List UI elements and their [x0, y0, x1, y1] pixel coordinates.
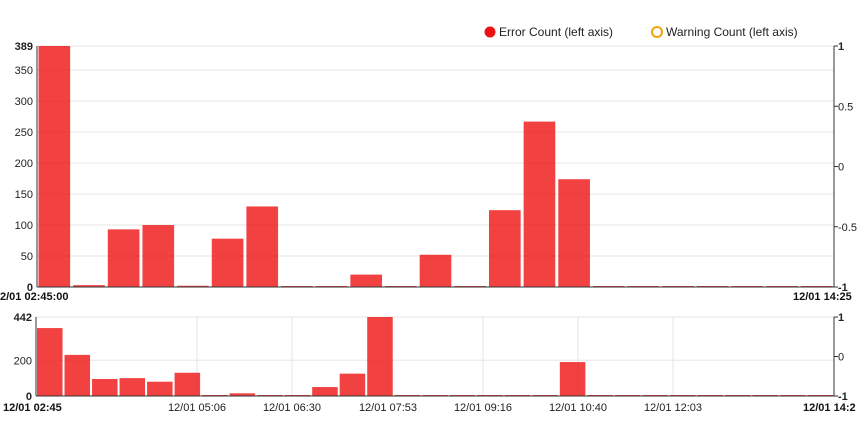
bar[interactable]	[246, 206, 279, 287]
bar[interactable]	[339, 373, 366, 396]
bar[interactable]	[312, 387, 338, 396]
bar[interactable]	[92, 379, 118, 396]
y-right-tick-label: -0.5	[838, 222, 857, 234]
main-x-end-label: 12/01 14:25	[793, 291, 852, 303]
y-right-tick-label: -1	[838, 282, 848, 294]
bar[interactable]	[523, 121, 556, 287]
main-chart: 0 50 100 150 200 250 300 350 389 -1 -0.5 0 0.5 1	[15, 41, 857, 294]
y-tick-label: 150	[15, 189, 33, 201]
bar[interactable]	[147, 381, 173, 396]
bar[interactable]	[119, 378, 146, 396]
y-tick-label: 389	[15, 41, 33, 53]
y-right-tick-label: -1	[838, 391, 848, 403]
legend[interactable]: Error Count (left axis) Warning Count (l…	[484, 25, 798, 39]
overview-x-start-label: 12/01 02:45	[3, 402, 62, 414]
x-tick-label: 12/01 07:53	[359, 402, 417, 414]
bar[interactable]	[488, 210, 521, 287]
y-tick-label: 100	[15, 220, 33, 232]
y-tick-label: 350	[15, 65, 33, 77]
y-right-tick-label: 1	[838, 41, 844, 53]
bar[interactable]	[64, 354, 91, 396]
x-tick-label: 12/01 09:16	[454, 402, 512, 414]
y-tick-label: 0	[27, 282, 33, 294]
y-tick-label: 200	[15, 158, 33, 170]
bar[interactable]	[350, 274, 383, 287]
bar[interactable]	[559, 362, 586, 396]
bar[interactable]	[558, 179, 590, 287]
main-x-start-label: 2/01 02:45:00	[0, 291, 69, 303]
y-right-tick-label: 0.5	[838, 101, 853, 113]
bar[interactable]	[73, 285, 105, 287]
y-tick-label: 442	[14, 312, 32, 324]
bar[interactable]	[177, 285, 209, 287]
legend-warning-label[interactable]: Warning Count (left axis)	[666, 25, 798, 39]
bar[interactable]	[419, 254, 452, 287]
bar[interactable]	[38, 46, 71, 287]
y-right-tick-label: 0	[838, 162, 844, 174]
y-right-tick-label: 1	[838, 312, 844, 324]
y-tick-label: 0	[26, 391, 32, 403]
bar[interactable]	[211, 238, 244, 287]
bar[interactable]	[229, 393, 256, 396]
bar[interactable]	[37, 328, 63, 396]
overview-x-end-label: 12/01 14:2	[803, 402, 856, 414]
bar[interactable]	[142, 225, 175, 287]
y-tick-label: 200	[14, 355, 32, 367]
legend-warning-marker[interactable]	[651, 26, 663, 38]
bar[interactable]	[107, 229, 140, 287]
legend-error-marker[interactable]	[484, 26, 496, 38]
y-tick-label: 250	[15, 127, 33, 139]
y-tick-label: 50	[21, 251, 33, 263]
legend-error-label[interactable]: Error Count (left axis)	[499, 25, 613, 39]
x-tick-label: 12/01 06:30	[263, 402, 321, 414]
x-tick-label: 12/01 10:40	[549, 402, 607, 414]
bar[interactable]	[367, 317, 393, 396]
bar[interactable]	[174, 372, 201, 396]
x-tick-label: 12/01 12:03	[644, 402, 702, 414]
y-tick-label: 300	[15, 96, 33, 108]
x-tick-label: 12/01 05:06	[168, 402, 226, 414]
y-right-tick-label: 0	[838, 352, 844, 364]
overview-chart[interactable]: 0 200 442 -1 0 1 12/01 05:06 12/01 06:30 12/01 0…	[14, 312, 848, 414]
